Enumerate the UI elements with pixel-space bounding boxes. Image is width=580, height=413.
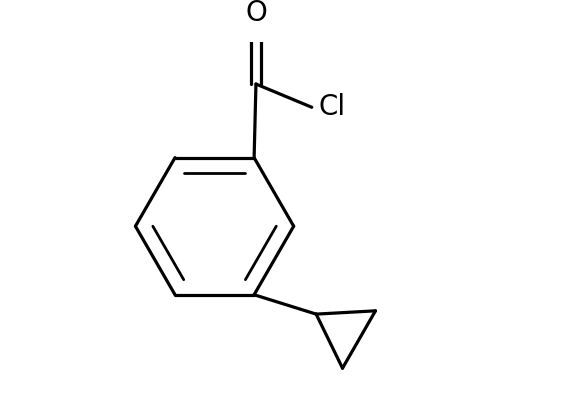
Text: O: O [245,0,267,27]
Text: Cl: Cl [318,93,346,121]
